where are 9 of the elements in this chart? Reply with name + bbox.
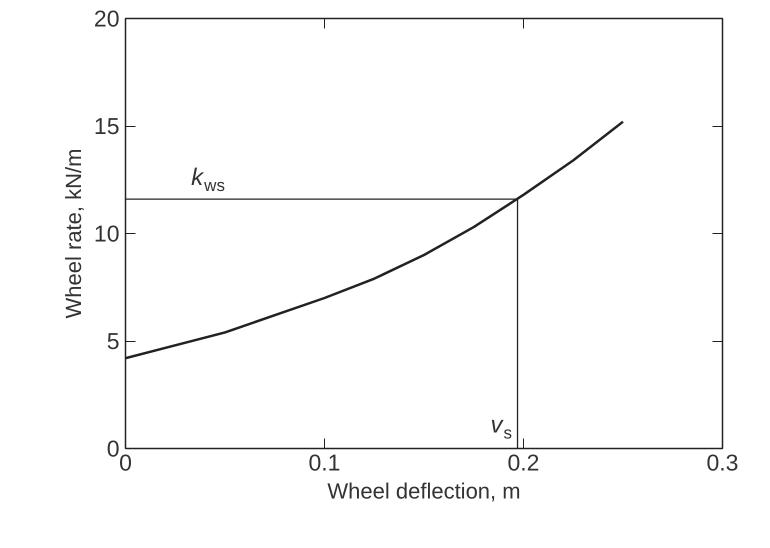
y-tick-label: 10 — [94, 220, 120, 246]
y-tick-label: 5 — [106, 328, 120, 354]
x-tick-label: 0.2 — [508, 450, 540, 476]
y-axis-title: Wheel rate, kN/m — [60, 148, 86, 318]
y-tick-label: 15 — [94, 113, 120, 139]
x-tick-label: 0.3 — [706, 450, 738, 476]
x-axis-title: Wheel deflection, m — [327, 478, 521, 504]
y-tick-label: 20 — [94, 6, 120, 32]
x-tick-label: 0.1 — [308, 450, 340, 476]
